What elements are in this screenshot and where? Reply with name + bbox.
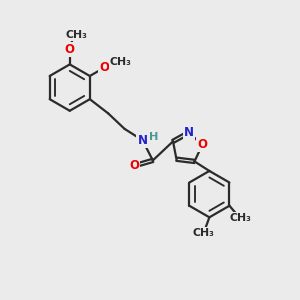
Text: CH₃: CH₃	[229, 213, 251, 223]
Text: O: O	[65, 43, 75, 56]
Text: O: O	[129, 159, 140, 172]
Text: H: H	[149, 132, 158, 142]
Text: N: N	[137, 134, 147, 147]
Text: CH₃: CH₃	[193, 228, 215, 238]
Text: O: O	[197, 139, 207, 152]
Text: O: O	[99, 61, 109, 74]
Text: CH₃: CH₃	[110, 57, 132, 67]
Text: CH₃: CH₃	[66, 30, 88, 40]
Text: N: N	[184, 126, 194, 139]
